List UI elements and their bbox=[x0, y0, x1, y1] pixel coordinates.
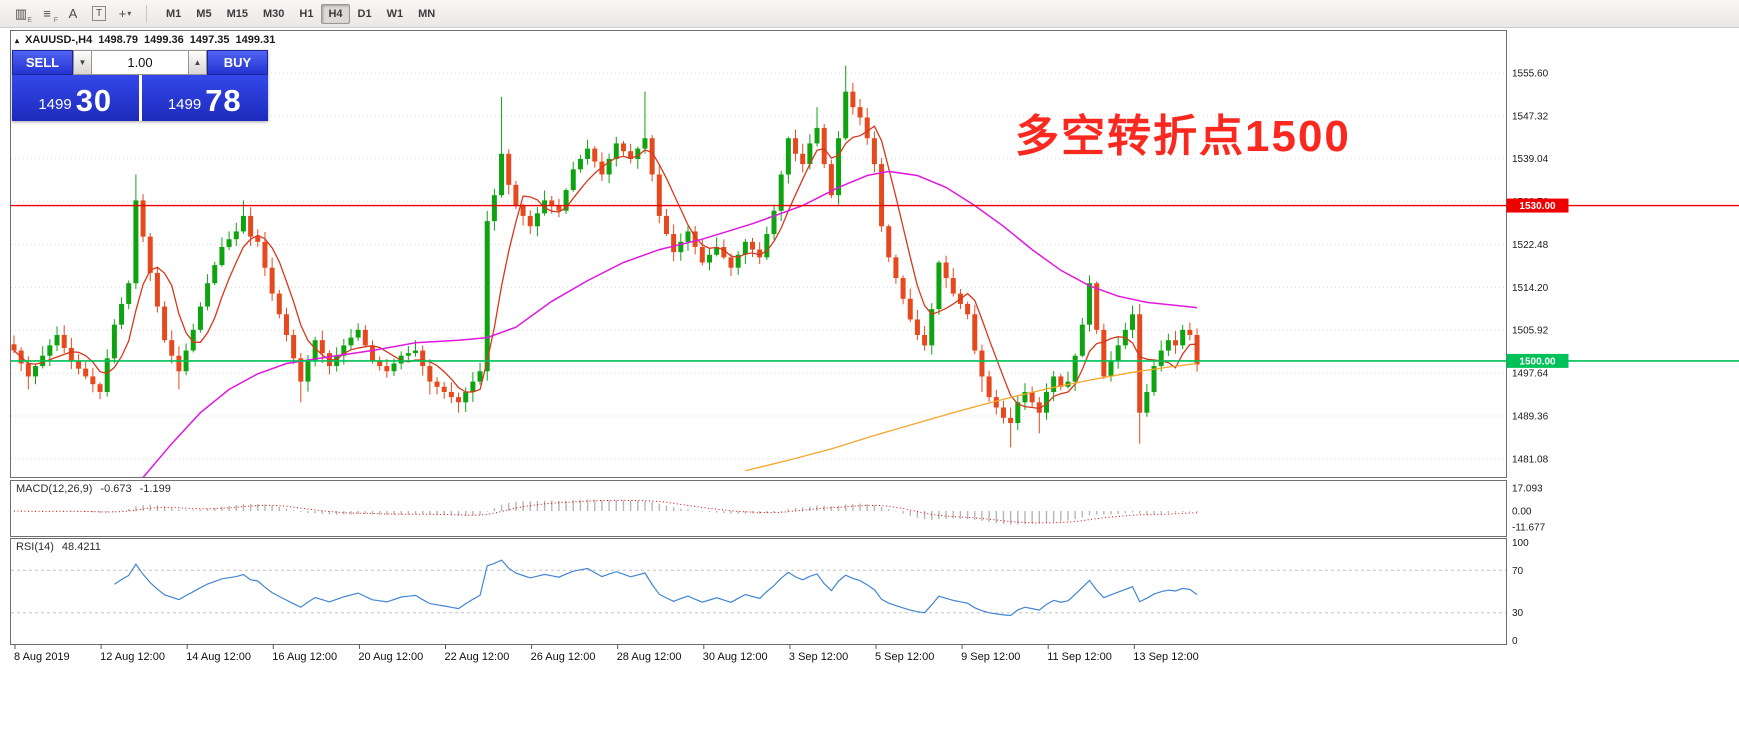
ohlc-open: 1498.79 bbox=[98, 34, 139, 46]
timeframe-bar: M1 M5 M15 M30 H1 H4 D1 W1 MN bbox=[159, 3, 442, 24]
macd-axis-label: 0.00 bbox=[1512, 507, 1532, 518]
time-label: 30 Aug 12:00 bbox=[703, 651, 768, 663]
time-label: 16 Aug 12:00 bbox=[272, 651, 337, 663]
timeframe-m15[interactable]: M15 bbox=[226, 7, 248, 20]
trade-panel-controls: SELL ▼ ▲ BUY bbox=[12, 50, 268, 75]
macd-value-main: -0.673 bbox=[100, 483, 132, 495]
time-label: 28 Aug 12:00 bbox=[617, 651, 682, 663]
macd-value-signal: -1.199 bbox=[139, 483, 171, 495]
volume-up-button[interactable]: ▲ bbox=[188, 50, 207, 75]
macd-axis-label: -11.677 bbox=[1512, 523, 1546, 534]
rsi-axis-label: 0 bbox=[1512, 636, 1518, 647]
macd-label: MACD(12,26,9) -0.673 -1.199 bbox=[16, 483, 171, 495]
time-label: 5 Sep 12:00 bbox=[875, 651, 934, 663]
ohlc-close: 1499.31 bbox=[235, 34, 276, 46]
time-axis: 8 Aug 2019 12 Aug 12:00 14 Aug 12:00 16 Aug… bbox=[14, 644, 1199, 663]
chart-stage: 1555.601547.321539.041530.761522.481514.… bbox=[0, 28, 1739, 746]
resistance-line-price-tag: 1530.00 bbox=[1506, 198, 1569, 213]
chart-canvas[interactable]: 1555.601547.321539.041530.761522.481514.… bbox=[0, 28, 1739, 746]
time-label: 3 Sep 12:00 bbox=[789, 651, 848, 663]
time-label: 26 Aug 12:00 bbox=[531, 651, 596, 663]
ohlc-high: 1499.36 bbox=[144, 34, 184, 46]
symbol-header: ▴ XAUUSD-,H4 1498.79 1499.36 1497.35 149… bbox=[15, 34, 275, 46]
trade-panel-divider bbox=[138, 75, 142, 121]
toolbar-icons: ▥ E ≡ F A T + ▾ bbox=[8, 3, 138, 25]
support-line-price-tag: 1500.00 bbox=[1506, 353, 1569, 368]
toolbar: ▥ E ≡ F A T + ▾ M1 M5 M15 M30 H1 H4 D1 W1 MN bbox=[0, 0, 1739, 28]
price-tick-label: 1481.08 bbox=[1512, 454, 1549, 465]
chart-annotation-text: 多空转折点1500 bbox=[1015, 112, 1351, 161]
time-label: 12 Aug 12:00 bbox=[100, 651, 165, 663]
price-tick-label: 1555.60 bbox=[1512, 69, 1549, 80]
toolbar-separator bbox=[146, 4, 147, 23]
timeframe-h1[interactable]: H1 bbox=[299, 7, 314, 20]
volume-down-button[interactable]: ▼ bbox=[73, 50, 92, 75]
price-tick-label: 1505.92 bbox=[1512, 326, 1549, 337]
sell-price-pips: 30 bbox=[75, 83, 113, 118]
time-label: 20 Aug 12:00 bbox=[358, 651, 423, 663]
price-tick-label: 1489.36 bbox=[1512, 411, 1549, 422]
rsi-axis-label: 30 bbox=[1512, 608, 1524, 619]
sell-button[interactable]: SELL bbox=[12, 50, 73, 75]
crosshair-tool-icon[interactable]: + ▾ bbox=[118, 6, 132, 21]
time-label: 9 Sep 12:00 bbox=[961, 651, 1020, 663]
rsi-axis-label: 100 bbox=[1512, 538, 1529, 549]
symbol-name: XAUUSD-,H4 bbox=[25, 34, 93, 46]
timeframe-h4[interactable]: H4 bbox=[321, 3, 350, 24]
rsi-axis-label: 70 bbox=[1512, 566, 1524, 577]
buy-price-main: 1499 bbox=[167, 96, 202, 113]
volume-input[interactable] bbox=[92, 50, 188, 75]
price-tick-label: 1497.64 bbox=[1512, 369, 1549, 380]
one-click-trading-panel: SELL ▼ ▲ BUY 1499 30 1499 78 bbox=[12, 50, 268, 121]
ma-slow-line bbox=[745, 362, 1198, 472]
macd-name: MACD(12,26,9) bbox=[16, 483, 93, 495]
macd-axis-label: 17.093 bbox=[1512, 484, 1543, 495]
timeframe-m30[interactable]: M30 bbox=[262, 7, 285, 20]
rsi-name: RSI(14) bbox=[16, 541, 54, 553]
ma-mid-line bbox=[142, 170, 1198, 478]
svg-text:1530.00: 1530.00 bbox=[1519, 201, 1556, 212]
rsi-value: 48.4211 bbox=[61, 541, 101, 553]
ma-fast-line bbox=[13, 125, 1198, 410]
symbol-marker-icon: ▴ bbox=[15, 36, 20, 45]
timeframe-m1[interactable]: M1 bbox=[166, 7, 182, 20]
ohlc-low: 1497.35 bbox=[189, 34, 230, 46]
trade-panel-prices: 1499 30 1499 78 bbox=[12, 75, 268, 121]
cursor-tool-icon[interactable]: A bbox=[68, 6, 78, 21]
time-label: 22 Aug 12:00 bbox=[445, 651, 510, 663]
time-label: 14 Aug 12:00 bbox=[186, 651, 251, 663]
buy-button[interactable]: BUY bbox=[207, 50, 268, 75]
price-tick-label: 1547.32 bbox=[1512, 111, 1549, 122]
price-tick-label: 1522.48 bbox=[1512, 240, 1549, 251]
rsi-label: RSI(14) 48.4211 bbox=[16, 541, 101, 553]
sell-price-main: 1499 bbox=[38, 96, 72, 113]
price-axis: 1555.601547.321539.041530.761522.481514.… bbox=[1512, 69, 1549, 648]
timeframe-m5[interactable]: M5 bbox=[196, 7, 212, 20]
time-label: 8 Aug 2019 bbox=[14, 651, 70, 663]
buy-price-pips: 78 bbox=[205, 83, 242, 118]
price-tick-label: 1514.20 bbox=[1512, 283, 1549, 294]
text-tool-icon[interactable]: T bbox=[86, 3, 112, 25]
candlestick-series bbox=[11, 65, 1200, 448]
indicator-list-icon[interactable]: ≡ F bbox=[43, 6, 58, 24]
rsi-line bbox=[114, 559, 1198, 617]
time-label: 11 Sep 12:00 bbox=[1047, 651, 1112, 663]
sell-price[interactable]: 1499 30 bbox=[12, 75, 139, 121]
macd-histogram bbox=[13, 499, 1198, 525]
svg-text:1500.00: 1500.00 bbox=[1519, 356, 1556, 367]
buy-price[interactable]: 1499 78 bbox=[142, 75, 269, 121]
time-label: 13 Sep 12:00 bbox=[1133, 651, 1198, 663]
timeframe-d1[interactable]: D1 bbox=[357, 7, 372, 20]
price-tick-label: 1539.04 bbox=[1512, 154, 1549, 165]
panel-borders bbox=[10, 30, 1507, 645]
timeframe-w1[interactable]: W1 bbox=[386, 7, 404, 20]
chart-bars-icon[interactable]: ▥ E bbox=[14, 5, 32, 24]
timeframe-mn[interactable]: MN bbox=[418, 7, 436, 20]
